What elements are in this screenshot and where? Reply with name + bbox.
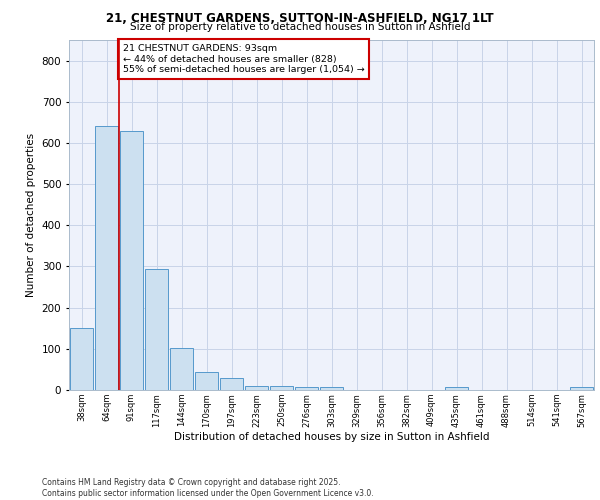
Bar [70,328,93,390]
Bar [245,386,268,390]
Bar [95,126,118,390]
Bar [120,130,143,390]
Bar [320,386,343,390]
Bar [195,372,218,390]
Bar [220,378,243,390]
X-axis label: Distribution of detached houses by size in Sutton in Ashfield: Distribution of detached houses by size … [174,432,489,442]
Text: 21 CHESTNUT GARDENS: 93sqm
← 44% of detached houses are smaller (828)
55% of sem: 21 CHESTNUT GARDENS: 93sqm ← 44% of deta… [123,44,365,74]
Bar [295,386,318,390]
Bar [445,386,468,390]
Bar [145,270,168,390]
Y-axis label: Number of detached properties: Number of detached properties [26,133,36,297]
Text: Contains HM Land Registry data © Crown copyright and database right 2025.
Contai: Contains HM Land Registry data © Crown c… [42,478,374,498]
Bar [270,386,293,390]
Text: 21, CHESTNUT GARDENS, SUTTON-IN-ASHFIELD, NG17 1LT: 21, CHESTNUT GARDENS, SUTTON-IN-ASHFIELD… [106,12,494,26]
Bar [570,386,593,390]
Bar [170,348,193,390]
Text: Size of property relative to detached houses in Sutton in Ashfield: Size of property relative to detached ho… [130,22,470,32]
